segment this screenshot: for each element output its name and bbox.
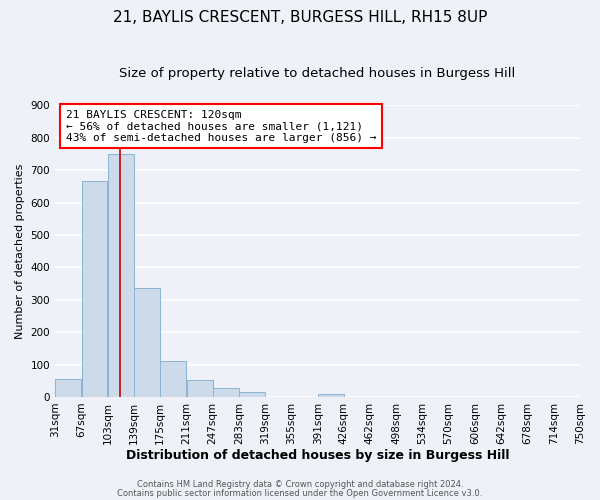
X-axis label: Distribution of detached houses by size in Burgess Hill: Distribution of detached houses by size … xyxy=(126,450,509,462)
Bar xyxy=(82,182,107,397)
Bar xyxy=(318,394,344,397)
Bar xyxy=(55,379,81,397)
Text: 21, BAYLIS CRESCENT, BURGESS HILL, RH15 8UP: 21, BAYLIS CRESCENT, BURGESS HILL, RH15 … xyxy=(113,10,487,25)
Text: 21 BAYLIS CRESCENT: 120sqm
← 56% of detached houses are smaller (1,121)
43% of s: 21 BAYLIS CRESCENT: 120sqm ← 56% of deta… xyxy=(65,110,376,143)
Bar xyxy=(134,288,160,397)
Title: Size of property relative to detached houses in Burgess Hill: Size of property relative to detached ho… xyxy=(119,68,515,80)
Bar xyxy=(108,154,134,397)
Text: Contains public sector information licensed under the Open Government Licence v3: Contains public sector information licen… xyxy=(118,488,482,498)
Y-axis label: Number of detached properties: Number of detached properties xyxy=(15,164,25,339)
Bar xyxy=(239,392,265,397)
Bar xyxy=(187,380,212,397)
Text: Contains HM Land Registry data © Crown copyright and database right 2024.: Contains HM Land Registry data © Crown c… xyxy=(137,480,463,489)
Bar xyxy=(160,362,186,397)
Bar xyxy=(213,388,239,397)
